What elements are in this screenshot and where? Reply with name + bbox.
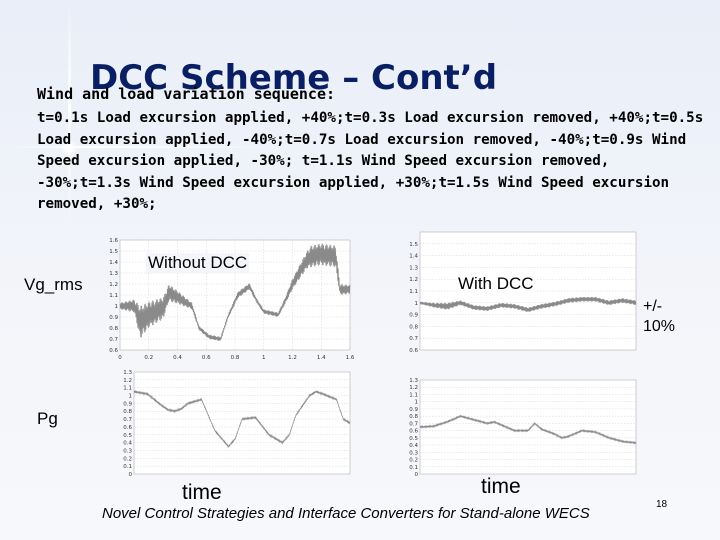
label-time-left: time xyxy=(182,481,222,504)
slide-subtitle: Wind and load variation sequence: xyxy=(37,85,336,103)
x-tick-label: 1.2 xyxy=(288,355,297,361)
page-number: 18 xyxy=(656,499,668,510)
y-tick-label: 1.2 xyxy=(109,282,118,288)
y-tick-label: 1 xyxy=(415,400,419,406)
y-tick-label: 0 xyxy=(129,472,133,478)
label-tolerance-band: +/- 10% xyxy=(643,298,676,335)
plot-area xyxy=(419,379,637,475)
x-tick-label: 0.6 xyxy=(202,355,211,361)
y-tick-label: 0.2 xyxy=(409,458,418,464)
y-tick-label: 1.2 xyxy=(409,277,418,283)
plot-area xyxy=(133,371,351,475)
sequence-description: t=0.1s Load excursion applied, +40%;t=0.… xyxy=(37,110,704,212)
y-tick-label: 0.9 xyxy=(109,315,118,321)
y-tick-label: 0.5 xyxy=(123,433,132,439)
label-vg-rms: Vg_rms xyxy=(24,275,83,294)
x-tick-label: 0.2 xyxy=(144,355,153,361)
y-tick-label: 0.1 xyxy=(123,464,132,470)
y-tick-label: 0.7 xyxy=(109,337,118,343)
x-tick-label: 0 xyxy=(118,355,122,361)
y-tick-label: 0.8 xyxy=(123,409,132,415)
decorative-horizontal-line xyxy=(0,146,300,148)
y-tick-label: 1.2 xyxy=(409,385,418,391)
y-tick-label: 0.7 xyxy=(409,336,418,342)
series-line xyxy=(119,243,351,341)
y-tick-label: 0.6 xyxy=(409,429,418,435)
label-pg: Pg xyxy=(37,409,58,428)
x-tick-label: 0.4 xyxy=(173,355,182,361)
y-tick-label: 0.3 xyxy=(409,450,418,456)
series-line xyxy=(133,389,351,449)
y-tick-label: 0.2 xyxy=(123,456,132,462)
chart-svg: 1.3 1.2 1.1 10.9 0.8 0.7 0.6 0.5 0.40.3 0.2 0.1 0 xyxy=(123,370,351,478)
y-tick-label: 1.3 xyxy=(109,271,118,277)
x-tick-label: 1.4 xyxy=(317,355,326,361)
y-tick-label: 0.4 xyxy=(409,443,418,449)
y-tick-label: 1.5 xyxy=(109,249,118,255)
y-tick-label: 0.8 xyxy=(409,324,418,330)
series-line xyxy=(419,414,637,445)
slide-footer: Novel Control Strategies and Interface C… xyxy=(102,505,590,522)
y-tick-label: 0.9 xyxy=(123,401,132,407)
y-tick-label: 0.9 xyxy=(409,407,418,413)
y-tick-label: 1 xyxy=(415,301,419,307)
y-tick-label: 0.4 xyxy=(123,441,132,447)
y-tick-label: 0.9 xyxy=(409,313,418,319)
y-tick-label: 1.5 xyxy=(409,242,418,248)
y-tick-label: 1.1 xyxy=(409,392,418,398)
y-tick-label: 1 xyxy=(115,304,119,310)
y-tick-label: 0.1 xyxy=(409,465,418,471)
chart-pg-without-dcc: 1.3 1.2 1.1 1 0.9 0.8 0.7 0.6 0.5 0.4 0.3 0.2 0.1 0 xyxy=(114,366,354,480)
x-tick-label: 1.6 xyxy=(346,355,354,361)
chart-pg-with-dcc: 1.3 1.2 1.1 1 0.9 0.8 0.7 0.6 0.5 0.4 0.3 0.2 0.1 0 xyxy=(400,374,640,480)
y-tick-label: 0.8 xyxy=(409,414,418,420)
slide-title: DCC Scheme – Cont’d xyxy=(90,58,498,98)
label-without-dcc: Without DCC xyxy=(146,253,250,273)
y-tick-label: 0.7 xyxy=(409,421,418,427)
series-line xyxy=(419,296,637,312)
y-tick-label: 1.6 xyxy=(109,238,118,244)
label-time-right: time xyxy=(481,475,521,498)
x-tick-label: 1 xyxy=(262,355,266,361)
y-tick-label: 0.6 xyxy=(109,348,118,354)
label-with-dcc: With DCC xyxy=(456,274,536,294)
chart-svg: 1.31.21.1 10.90.80.7 0.60.50.40.3 0.20.10 xyxy=(409,378,637,478)
y-tick-label: 0.3 xyxy=(123,448,132,454)
y-tick-label: 1.1 xyxy=(109,293,118,299)
decorative-sparkle xyxy=(60,139,78,157)
y-tick-label: 1.4 xyxy=(409,254,418,260)
y-tick-label: 0.7 xyxy=(123,417,132,423)
y-tick-label: 0.5 xyxy=(409,436,418,442)
x-tick-label: 0.8 xyxy=(231,355,240,361)
y-tick-label: 1.3 xyxy=(409,378,418,384)
y-tick-label: 0.8 xyxy=(109,326,118,332)
y-tick-label: 1.3 xyxy=(409,265,418,271)
y-tick-label: 1.3 xyxy=(123,370,132,376)
decorative-vertical-line xyxy=(68,0,71,230)
y-tick-label: 1.2 xyxy=(123,378,132,384)
y-tick-label: 1 xyxy=(129,394,133,400)
y-tick-label: 0.6 xyxy=(409,348,418,354)
y-tick-label: 0 xyxy=(415,472,419,478)
y-tick-label: 0.6 xyxy=(123,425,132,431)
y-tick-label: 1.1 xyxy=(123,386,132,392)
y-tick-label: 1.4 xyxy=(109,260,118,266)
y-tick-label: 1.1 xyxy=(409,289,418,295)
